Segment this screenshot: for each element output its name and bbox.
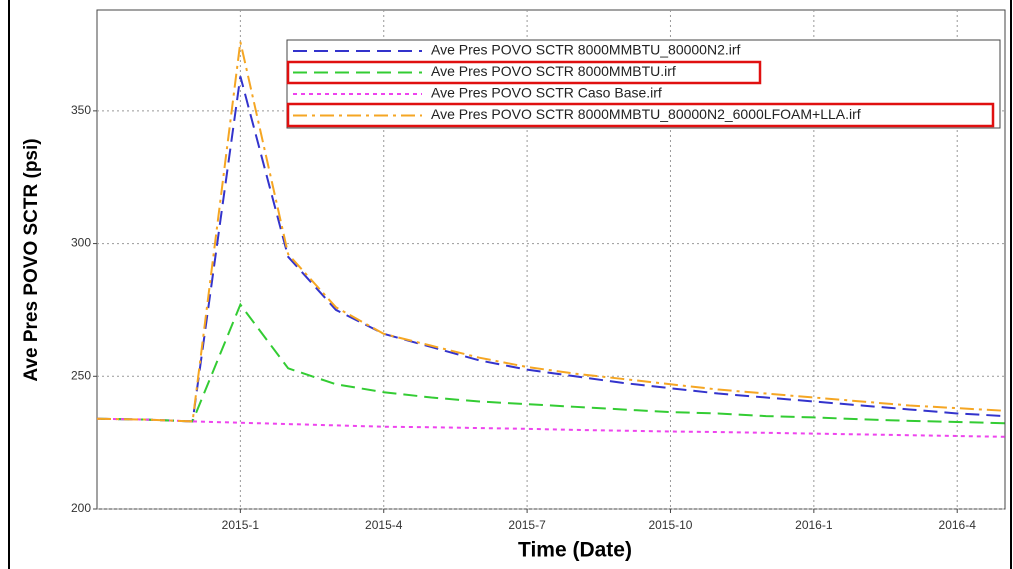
x-tick-label: 2016-4 (939, 518, 977, 532)
highlight-box (286, 102, 995, 128)
x-tick-label: 2015-7 (508, 518, 546, 532)
plot-area (96, 9, 1006, 510)
y-tick-label: 200 (71, 501, 91, 515)
legend-label: Ave Pres POVO SCTR Caso Base.irf (431, 85, 662, 101)
legend-label: Ave Pres POVO SCTR 8000MMBTU_80000N2_600… (431, 106, 861, 122)
highlight-box (286, 60, 762, 85)
series-line (96, 302, 1006, 425)
y-tick-label: 350 (71, 103, 91, 117)
legend-label: Ave Pres POVO SCTR 8000MMBTU.irf (431, 63, 676, 79)
y-tick-label: 250 (71, 368, 91, 382)
y-axis-title: Ave Pres POVO SCTR (psi) (21, 138, 42, 381)
series-line (96, 41, 1006, 423)
x-tick-label: 2015-10 (648, 518, 692, 532)
y-tick-label: 300 (71, 236, 91, 250)
legend-label: Ave Pres POVO SCTR 8000MMBTU_80000N2.irf (431, 42, 741, 58)
x-axis-title: Time (Date) (518, 539, 632, 562)
x-tick-label: 2016-1 (795, 518, 833, 532)
x-tick-label: 2015-4 (365, 518, 403, 532)
x-tick-label: 2015-1 (222, 518, 260, 532)
series-line (96, 76, 1006, 423)
